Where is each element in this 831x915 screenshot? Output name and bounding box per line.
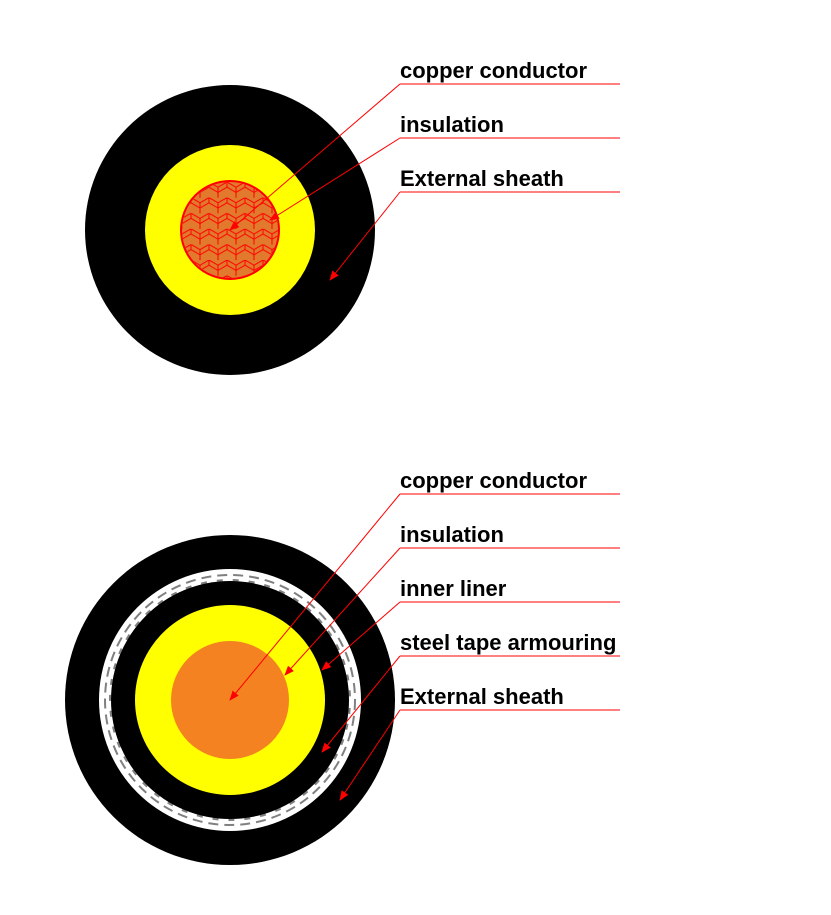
layer-copper-conductor: [171, 641, 289, 759]
label-text: copper conductor: [400, 468, 587, 494]
label-copper-conductor-bottom: copper conductor: [400, 468, 587, 494]
label-copper-conductor-top: copper conductor: [400, 58, 587, 84]
label-text: External sheath: [400, 684, 564, 710]
label-text: insulation: [400, 112, 504, 138]
label-text: insulation: [400, 522, 504, 548]
label-external-sheath-bottom: External sheath: [400, 684, 564, 710]
label-text: steel tape armouring: [400, 630, 616, 656]
cable-cross-section-top: [85, 85, 375, 375]
label-text: inner liner: [400, 576, 506, 602]
label-steel-tape-armouring-bottom: steel tape armouring: [400, 630, 616, 656]
cable-cross-section-bottom: [65, 535, 395, 865]
label-inner-liner-bottom: inner liner: [400, 576, 506, 602]
label-insulation-top: insulation: [400, 112, 504, 138]
label-text: copper conductor: [400, 58, 587, 84]
copper-conductor-hex-pattern: [182, 182, 278, 278]
label-text: External sheath: [400, 166, 564, 192]
label-insulation-bottom: insulation: [400, 522, 504, 548]
label-external-sheath-top: External sheath: [400, 166, 564, 192]
